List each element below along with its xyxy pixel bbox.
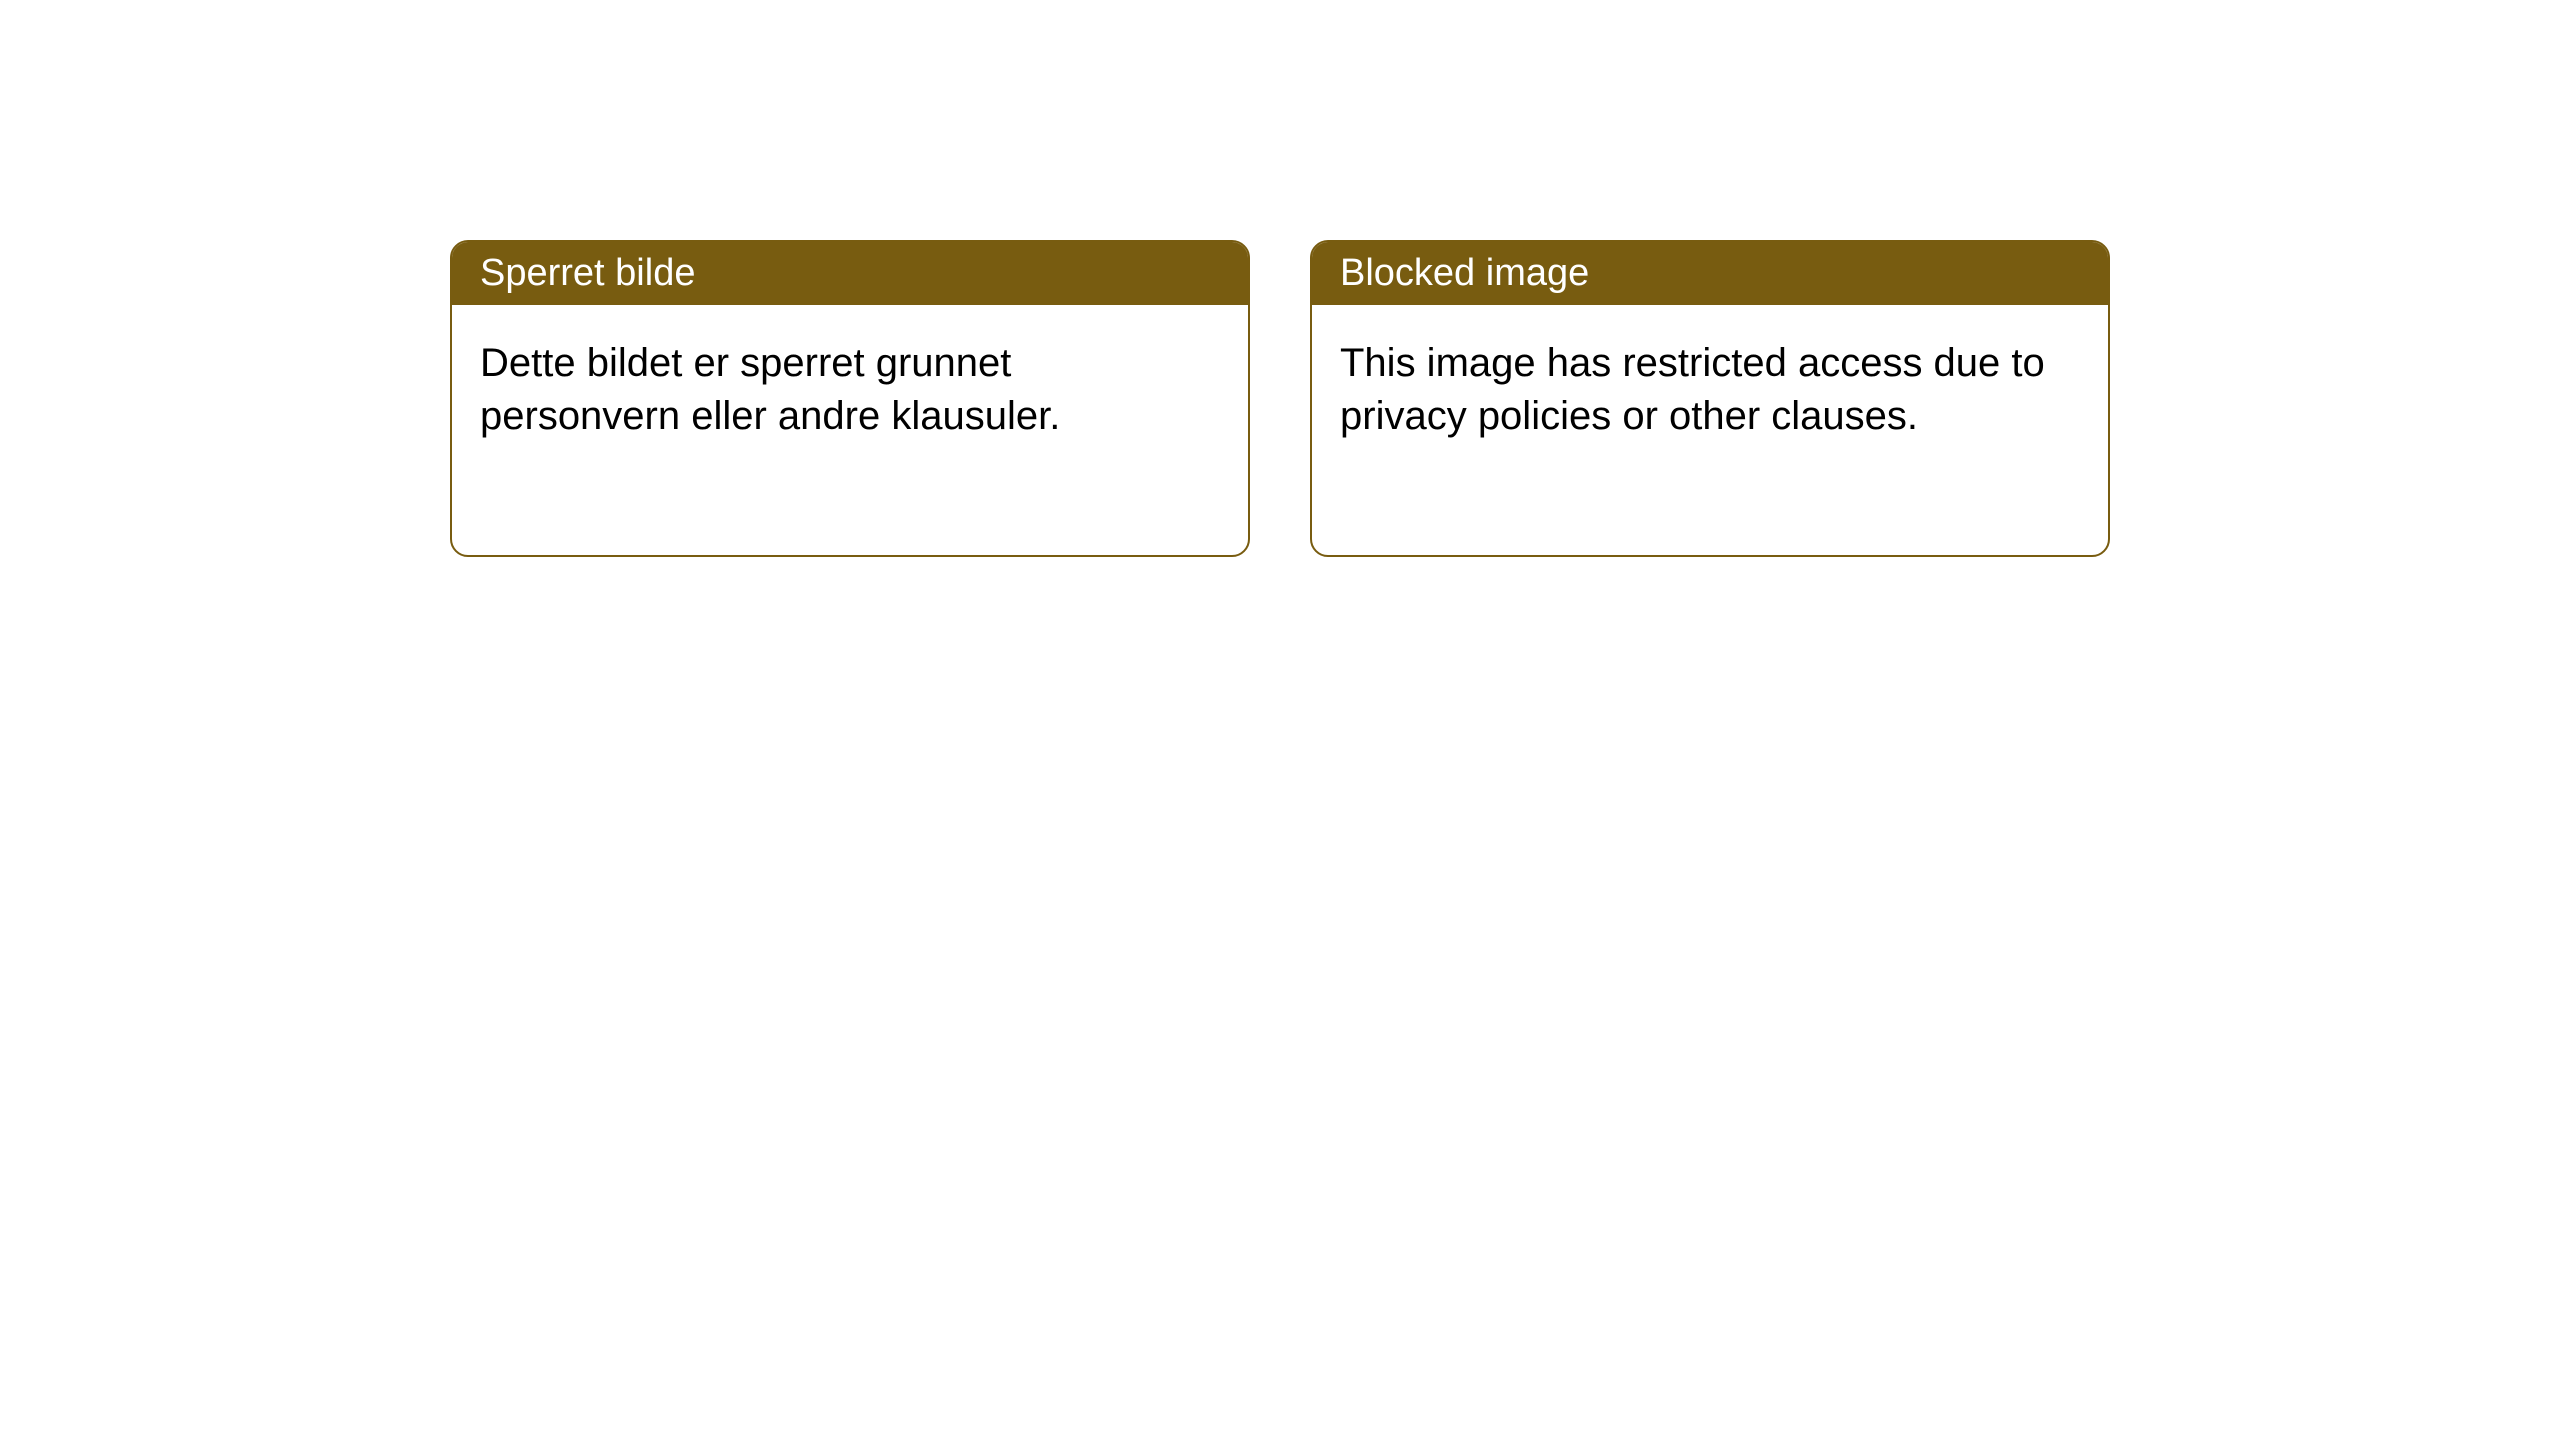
notice-card-norwegian: Sperret bilde Dette bildet er sperret gr… — [450, 240, 1250, 557]
notice-header-norwegian: Sperret bilde — [452, 242, 1248, 305]
notice-card-english: Blocked image This image has restricted … — [1310, 240, 2110, 557]
notice-container: Sperret bilde Dette bildet er sperret gr… — [450, 240, 2110, 557]
notice-body-norwegian: Dette bildet er sperret grunnet personve… — [452, 305, 1248, 555]
notice-body-english: This image has restricted access due to … — [1312, 305, 2108, 555]
notice-header-english: Blocked image — [1312, 242, 2108, 305]
